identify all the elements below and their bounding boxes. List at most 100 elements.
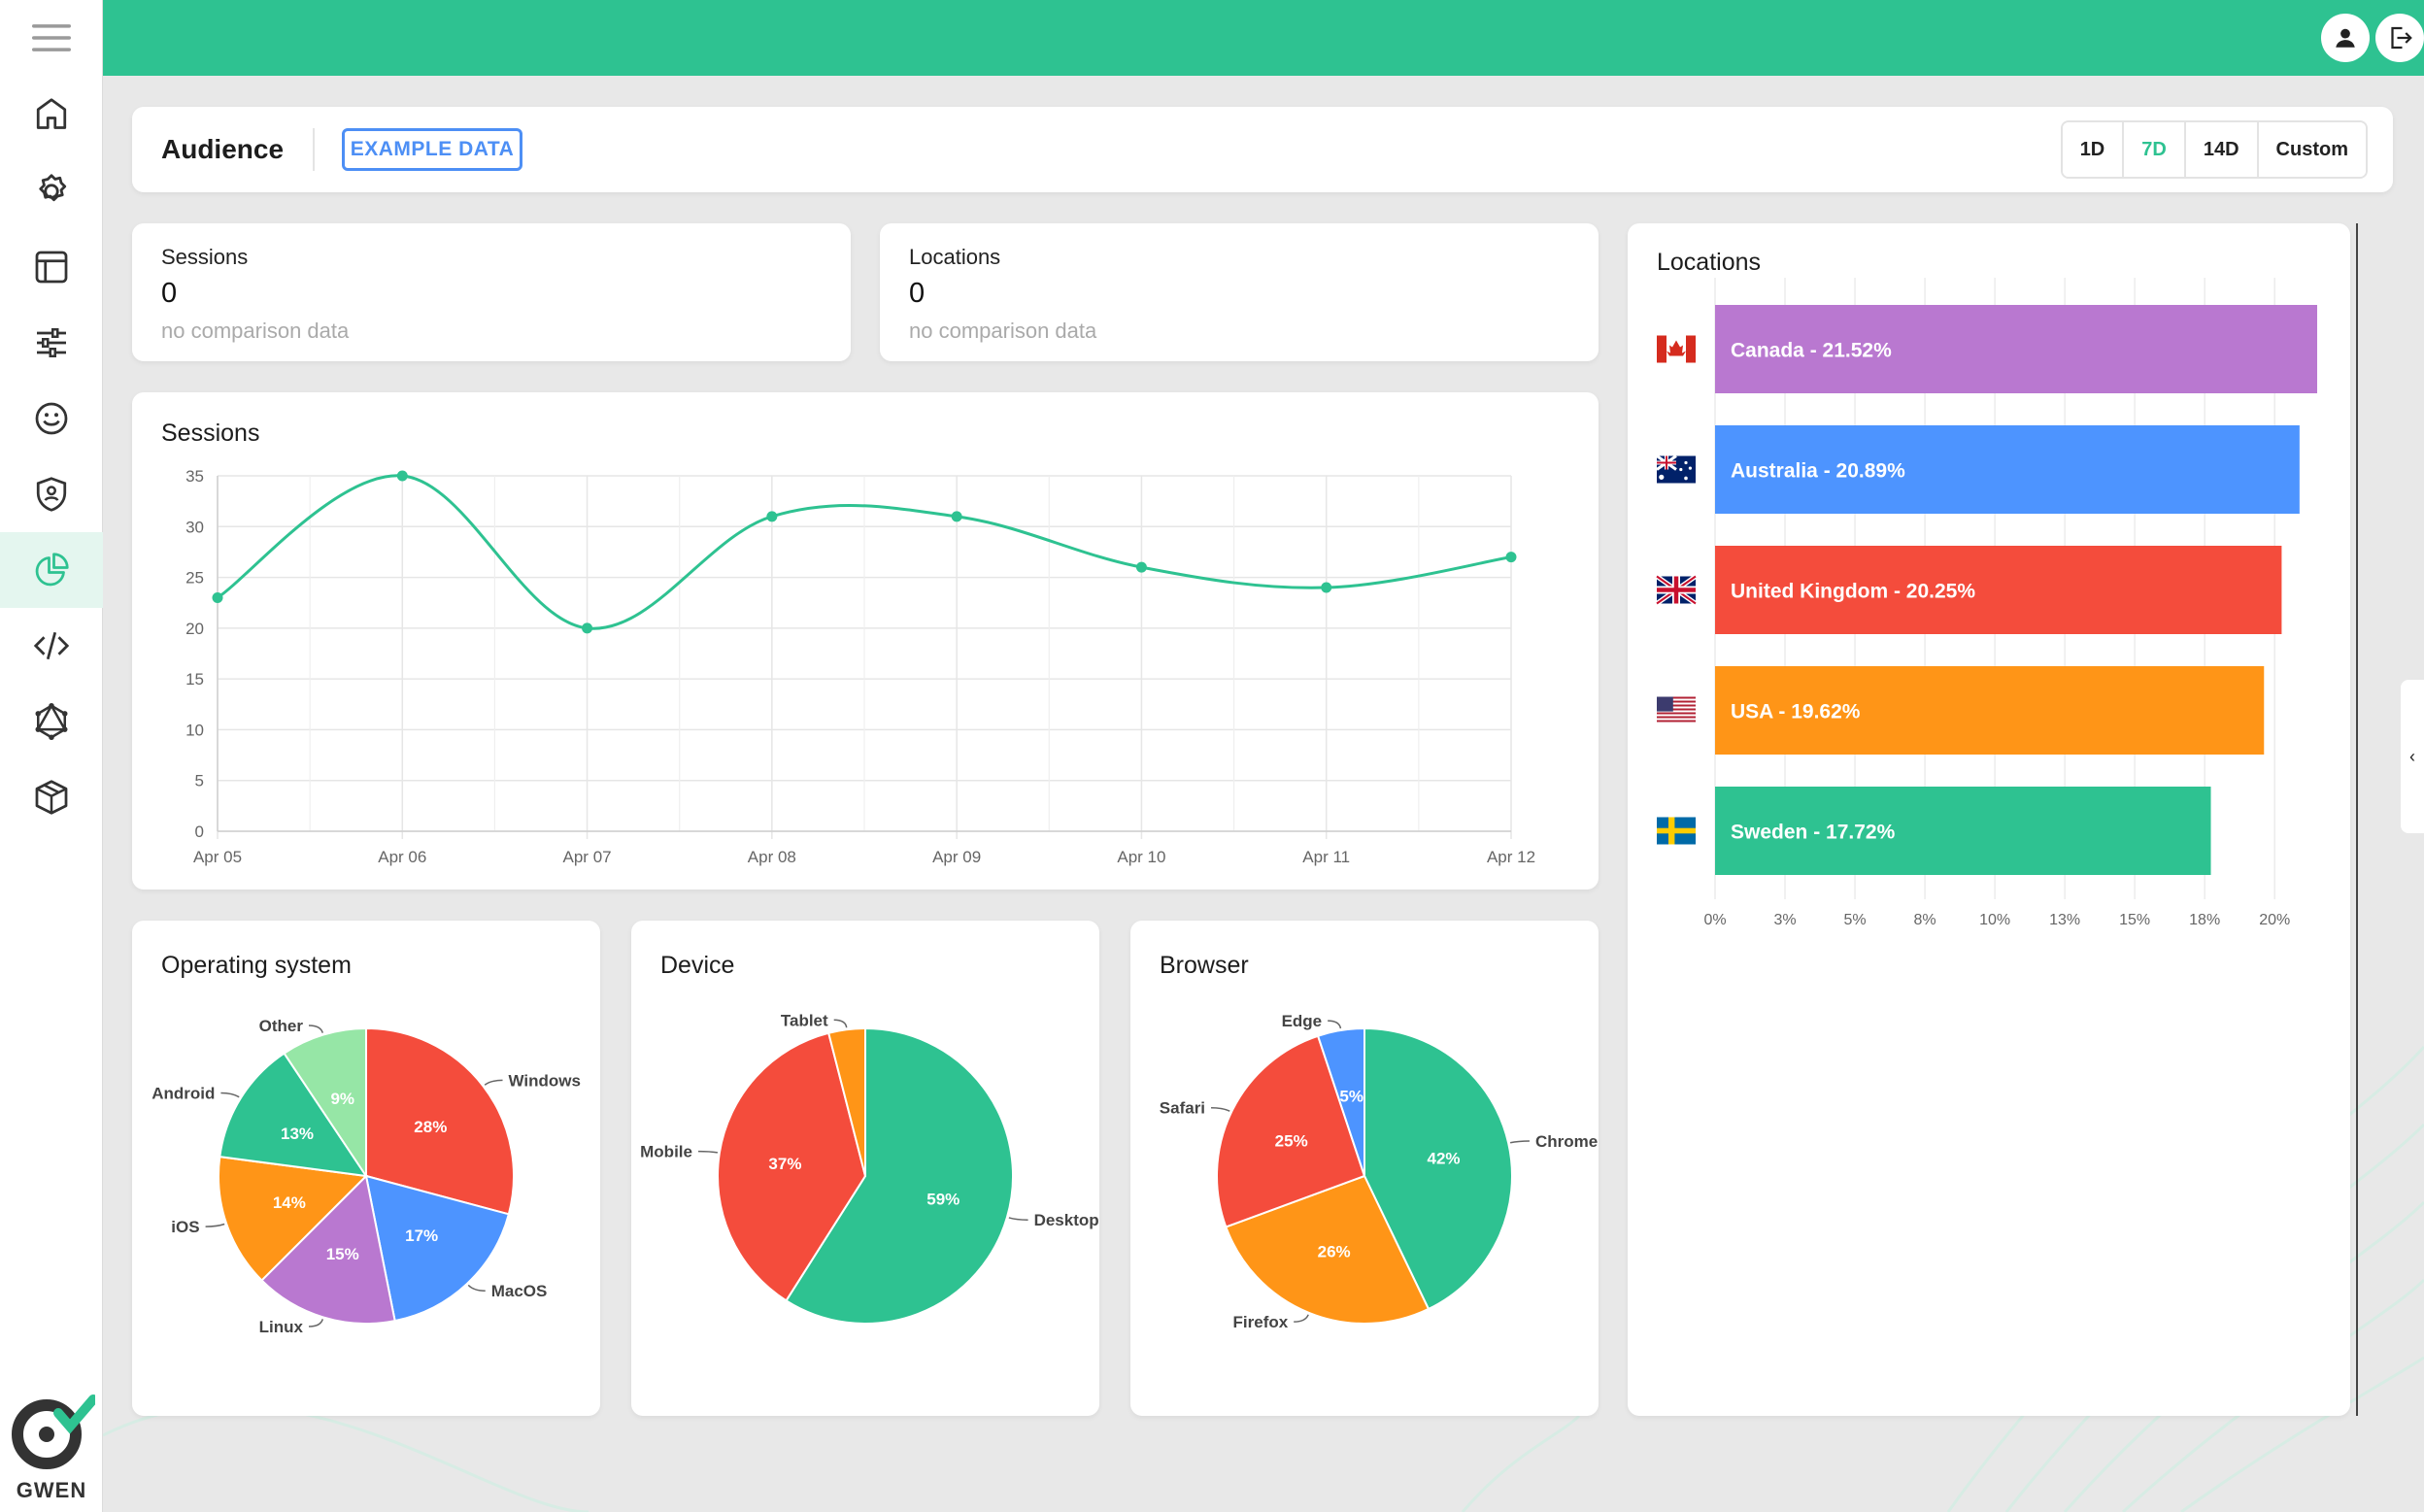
sidebar-item-home[interactable]: [0, 78, 103, 153]
os-pie-chart: 28% Windows 17% MacOS 15% Linux 14% iOS 13% Andro…: [152, 1017, 581, 1336]
pie-slice-android[interactable]: [219, 1052, 369, 1178]
sliders-icon: [37, 328, 66, 357]
pie-slice-macos[interactable]: [364, 1174, 511, 1323]
data-point[interactable]: [212, 591, 223, 603]
x-tick-label: 20%: [2259, 912, 2290, 928]
sidebar-item-table[interactable]: [0, 229, 103, 305]
label-leader-line: [205, 1223, 225, 1227]
stat-value: 0: [909, 278, 926, 309]
bar-canada[interactable]: [1715, 305, 2317, 393]
pie-slice-linux[interactable]: [260, 1173, 396, 1325]
pie-slice-mobile[interactable]: [717, 1031, 867, 1302]
sidebar-item-graphql[interactable]: [0, 684, 103, 759]
data-point[interactable]: [1505, 552, 1517, 563]
data-point[interactable]: [582, 622, 593, 634]
pie-chart-icon: [35, 553, 69, 587]
chart-title: Browser: [1160, 952, 1249, 979]
stat-comparison: no comparison data: [161, 319, 350, 343]
hamburger-icon: [32, 24, 71, 51]
slice-name-label: Firefox: [1233, 1313, 1289, 1331]
x-tick-label: 5%: [1843, 912, 1866, 928]
divider: [313, 128, 315, 171]
sidebar-item-package[interactable]: [0, 759, 103, 835]
label-leader-line: [467, 1284, 486, 1292]
device-pie-chart: 59% Desktop 37% Mobile Tablet: [640, 1011, 1099, 1325]
y-tick-label: 10: [185, 721, 204, 739]
range-14d-button[interactable]: 14D: [2185, 122, 2259, 177]
y-tick-label: 5: [195, 772, 204, 790]
range-custom-button[interactable]: Custom: [2258, 122, 2366, 177]
sessions-chart-card: Sessions 0 5 10 15 20 25 30 35 Apr 05 Apr 06 Apr 0…: [132, 392, 1599, 890]
range-7d-button[interactable]: 7D: [2124, 122, 2186, 177]
data-point[interactable]: [396, 470, 408, 482]
x-tick-label: Apr 05: [193, 848, 242, 866]
y-tick-label: 20: [185, 620, 204, 638]
package-icon: [35, 780, 68, 815]
range-1d-button[interactable]: 1D: [2062, 122, 2125, 177]
bar-united-kingdom[interactable]: [1715, 546, 2282, 634]
slice-name-label: iOS: [171, 1218, 199, 1236]
user-icon: [2336, 28, 2355, 48]
slice-value-label: 26%: [1318, 1242, 1351, 1260]
x-tick-label: 13%: [2049, 912, 2080, 928]
pie-slice-chrome[interactable]: [1364, 1026, 1513, 1311]
australia-flag-icon: [1656, 454, 1696, 484]
slice-value-label: 13%: [281, 1125, 314, 1143]
pie-slice-desktop[interactable]: [785, 1026, 1014, 1325]
page-title: Audience: [161, 134, 285, 164]
pie-slice-tablet[interactable]: [826, 1026, 866, 1177]
x-tick-label: Apr 12: [1487, 848, 1535, 866]
sessions-line-chart: 0 5 10 15 20 25 30 35 Apr 05 Apr 06 Apr 07 Apr 08 Ap…: [185, 467, 1535, 866]
slice-value-label: 28%: [414, 1118, 447, 1136]
bar-sweden[interactable]: [1715, 787, 2211, 875]
user-profile-button[interactable]: [2321, 14, 2370, 62]
label-leader-line: [308, 1319, 324, 1327]
x-tick-label: 18%: [2189, 912, 2220, 928]
pie-slice-other[interactable]: [283, 1026, 367, 1180]
bar-australia[interactable]: [1715, 425, 2300, 514]
data-point[interactable]: [1321, 582, 1332, 593]
x-tick-label: 0%: [1703, 912, 1726, 928]
x-tick-label: 8%: [1914, 912, 1936, 928]
sidebar-item-smiley[interactable]: [0, 381, 103, 456]
date-range-selector: 1D 7D 14D Custom: [2060, 120, 2368, 179]
y-tick-label: 15: [185, 670, 204, 689]
slice-name-label: Android: [152, 1084, 215, 1102]
slice-value-label: 5%: [1339, 1087, 1364, 1105]
pie-slice-windows[interactable]: [365, 1026, 515, 1216]
sidebar-item-pie-chart[interactable]: [0, 532, 103, 608]
x-tick-label: Apr 10: [1117, 848, 1165, 866]
logout-button[interactable]: [2375, 14, 2424, 62]
sidebar-item-sliders[interactable]: [0, 305, 103, 381]
slice-name-label: Linux: [259, 1318, 304, 1336]
pie-slice-ios[interactable]: [218, 1156, 369, 1282]
scrollbar[interactable]: [2356, 223, 2358, 1416]
slice-value-label: 17%: [405, 1226, 438, 1245]
graphql-icon: [35, 703, 68, 740]
logout-icon: [2391, 26, 2412, 50]
label-leader-line: [1008, 1217, 1028, 1221]
pie-slice-edge[interactable]: [1316, 1026, 1365, 1177]
sidebar-item-gear[interactable]: [0, 153, 103, 229]
sweden-flag-icon: [1657, 817, 1696, 845]
sidebar-item-code[interactable]: [0, 608, 103, 684]
bar-usa[interactable]: [1715, 666, 2265, 755]
data-point[interactable]: [1135, 561, 1147, 573]
data-point[interactable]: [951, 511, 962, 522]
device-chart-card: Device 59% Desktop 37% Mobile Tablet: [631, 921, 1099, 1416]
menu-button[interactable]: [0, 0, 103, 76]
pie-slice-firefox[interactable]: [1225, 1174, 1431, 1325]
chart-title: Device: [660, 952, 735, 979]
chart-title: Sessions: [161, 420, 260, 447]
sidebar-item-shield[interactable]: [0, 456, 103, 532]
x-tick-label: Apr 08: [748, 848, 796, 866]
data-point[interactable]: [766, 511, 778, 522]
label-leader-line: [1509, 1140, 1530, 1144]
collapse-panel-tab[interactable]: ‹: [2401, 680, 2424, 833]
y-tick-label: 30: [185, 518, 204, 536]
example-data-button[interactable]: EXAMPLE DATA: [342, 128, 522, 171]
x-tick-label: Apr 07: [563, 848, 612, 866]
slice-name-label: Other: [259, 1017, 304, 1035]
pie-slice-safari[interactable]: [1216, 1034, 1366, 1228]
bar-label: United Kingdom - 20.25%: [1731, 581, 1975, 603]
